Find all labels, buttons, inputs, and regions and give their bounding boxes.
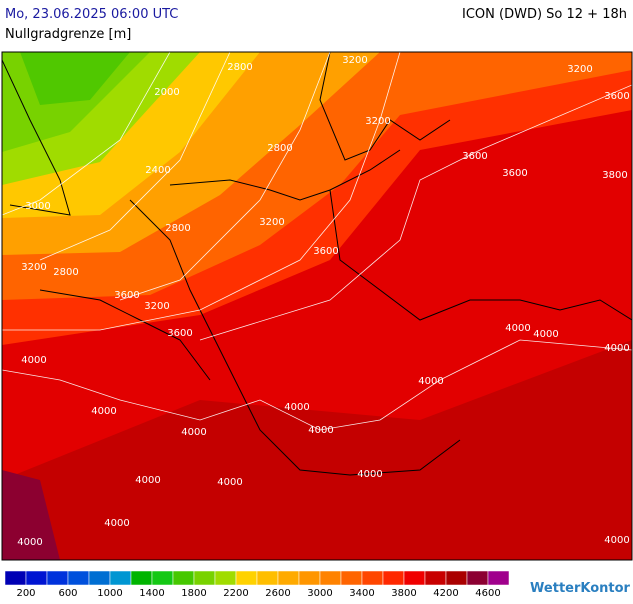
logo: WetterKontor xyxy=(530,581,631,596)
legend-swatch xyxy=(172,570,195,586)
legend-swatch xyxy=(88,570,111,586)
contour-label: 4000 xyxy=(104,518,129,529)
legend-label: 4600 xyxy=(475,588,500,599)
legend-swatch xyxy=(298,570,321,586)
contour-label: 4000 xyxy=(17,537,42,548)
legend-swatch xyxy=(466,570,489,586)
contour-label: 3600 xyxy=(167,328,192,339)
legend-swatch xyxy=(340,570,363,586)
parameter: Nullgradgrenze [m] xyxy=(5,27,131,42)
contour-label: 4000 xyxy=(604,535,629,546)
legend-swatch xyxy=(214,570,237,586)
legend-swatch xyxy=(319,570,342,586)
contour-label: 2800 xyxy=(165,223,190,234)
legend-swatch xyxy=(445,570,468,586)
contour-label: 4000 xyxy=(533,329,558,340)
legend-swatch xyxy=(361,570,384,586)
contour-label: 3200 xyxy=(365,116,390,127)
contour-label: 2800 xyxy=(53,267,78,278)
contour-label: 4000 xyxy=(604,343,629,354)
legend-label: 4200 xyxy=(433,588,458,599)
contour-label: 2800 xyxy=(267,143,292,154)
legend-label: 1800 xyxy=(181,588,206,599)
contour-label: 2800 xyxy=(227,62,252,73)
contour-label: 4000 xyxy=(308,425,333,436)
contour-label: 3200 xyxy=(342,55,367,66)
contour-label: 3600 xyxy=(313,246,338,257)
contour-label: 3600 xyxy=(114,290,139,301)
contour-label: 4000 xyxy=(181,427,206,438)
legend-swatch xyxy=(235,570,258,586)
legend-swatch xyxy=(256,570,279,586)
legend-swatch xyxy=(193,570,216,586)
legend-label: 2200 xyxy=(223,588,248,599)
contour-label: 3000 xyxy=(25,201,50,212)
legend-swatch xyxy=(403,570,426,586)
legend-label: 600 xyxy=(58,588,77,599)
contour-label: 3600 xyxy=(502,168,527,179)
contour-label: 4000 xyxy=(284,402,309,413)
legend-swatch xyxy=(424,570,447,586)
legend-label: 2600 xyxy=(265,588,290,599)
legend-label: 3000 xyxy=(307,588,332,599)
legend-swatch xyxy=(4,570,27,586)
contour-label: 4000 xyxy=(135,475,160,486)
model: ICON (DWD) So 12 + 18h xyxy=(462,7,627,22)
legend-label: 3400 xyxy=(349,588,374,599)
contour-label: 3200 xyxy=(259,217,284,228)
legend-swatch xyxy=(277,570,300,586)
legend-swatch xyxy=(67,570,90,586)
contour-label: 3200 xyxy=(144,301,169,312)
contour-label: 3200 xyxy=(567,64,592,75)
legend-label: 1400 xyxy=(139,588,164,599)
contour-label: 3200 xyxy=(21,262,46,273)
contour-label: 4000 xyxy=(217,477,242,488)
legend-swatch xyxy=(487,570,510,586)
legend-swatch xyxy=(382,570,405,586)
contour-label: 4000 xyxy=(418,376,443,387)
contour-label: 3800 xyxy=(602,170,627,181)
date: Mo, 23.06.2025 06:00 UTC xyxy=(5,7,178,22)
contour-label: 4000 xyxy=(505,323,530,334)
legend-swatch xyxy=(25,570,48,586)
legend-swatch xyxy=(109,570,132,586)
legend-swatch xyxy=(46,570,69,586)
contour-label: 3600 xyxy=(462,151,487,162)
legend-swatch xyxy=(130,570,153,586)
contour-label: 2000 xyxy=(154,87,179,98)
contour-label: 4000 xyxy=(21,355,46,366)
legend-swatch xyxy=(151,570,174,586)
legend-label: 3800 xyxy=(391,588,416,599)
legend-label: 200 xyxy=(16,588,35,599)
legend-label: 1000 xyxy=(97,588,122,599)
contour-label: 4000 xyxy=(91,406,116,417)
contour-label: 2400 xyxy=(145,165,170,176)
map-frame xyxy=(1,51,633,561)
map: 2800 2000 3200 3200 3200 3600 2800 2400 3600 3600… xyxy=(2,52,632,560)
contour-label: 3600 xyxy=(604,91,629,102)
contour-label: 4000 xyxy=(357,469,382,480)
